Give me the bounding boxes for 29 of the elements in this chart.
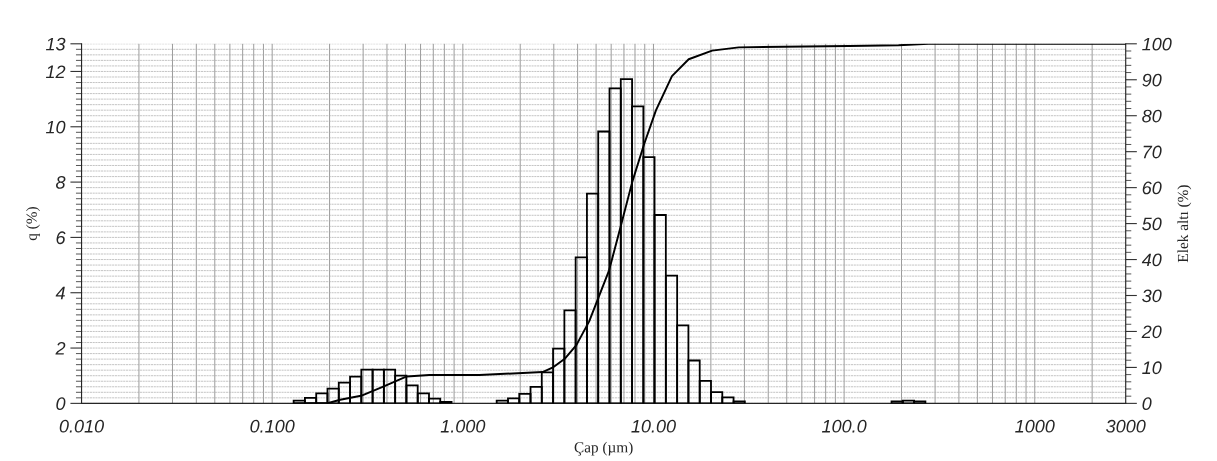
x-tick-label: 1.000 — [440, 419, 486, 433]
x-tick-label: 10.00 — [631, 419, 676, 433]
y-tick-label: 0 — [56, 397, 66, 411]
y2-tick-label: 0 — [1142, 397, 1152, 411]
y-tick-label: 10 — [45, 120, 66, 134]
x-axis-title: Çap (µm) — [574, 441, 633, 456]
y2-tick-label: 30 — [1142, 289, 1162, 303]
y2-tick-label: 90 — [1142, 73, 1162, 87]
y2-tick-label: 80 — [1142, 109, 1162, 123]
x-tick-label: 100.0 — [822, 419, 867, 433]
y2-tick-label: 60 — [1142, 181, 1162, 195]
y-tick-label: 4 — [55, 286, 65, 300]
y-axis-title: q (%) — [26, 207, 40, 241]
x-tick-label: 0.100 — [250, 419, 295, 433]
x-tick-label: 0.010 — [59, 419, 104, 433]
y2-tick-label: 40 — [1141, 253, 1162, 267]
y-tick-label: 8 — [56, 176, 66, 189]
y-tick-label: 12 — [45, 65, 66, 78]
y2-tick-label: 50 — [1142, 217, 1162, 231]
y-tick-label: 2 — [55, 341, 66, 355]
y2-tick-label: 70 — [1143, 145, 1162, 159]
x-tick-label: 3000 — [1106, 419, 1146, 433]
y-tick-label: 6 — [56, 231, 66, 245]
x-tick-label: 1000 — [1015, 419, 1055, 433]
y2-tick-label: 10 — [1142, 361, 1162, 375]
y2-tick-label: 100 — [1142, 37, 1172, 51]
y2-axis-title: Elek altı (%) — [1177, 185, 1192, 263]
y-tick-label: 13 — [45, 37, 66, 51]
y2-tick-label: 20 — [1141, 325, 1162, 339]
